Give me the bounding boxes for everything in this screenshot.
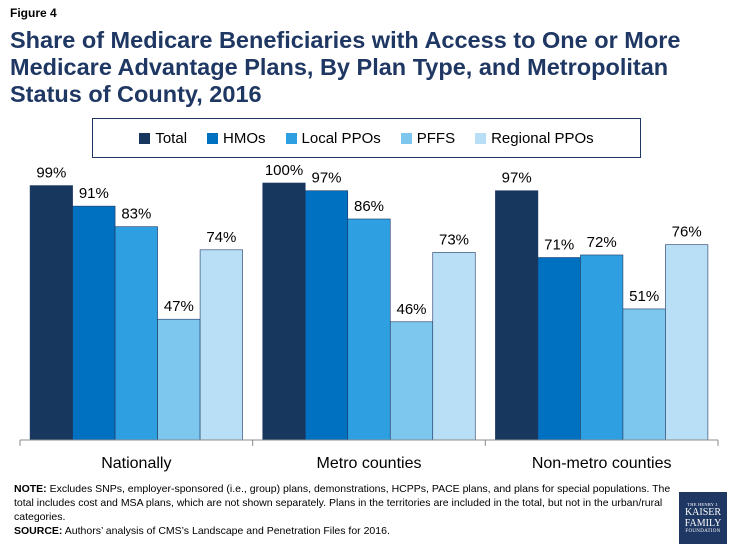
bar-metro-counties-local-ppos	[347, 218, 391, 441]
category-label-metro-counties: Metro counties	[317, 455, 422, 472]
data-label: 73%	[439, 231, 469, 248]
data-label: 76%	[672, 224, 702, 241]
data-label: 99%	[36, 165, 66, 182]
legend-label: Local PPOs	[301, 129, 381, 147]
bar-nationally-hmos	[72, 205, 116, 441]
legend: Total HMOs Local PPOs PFFS Regional PPOs	[92, 118, 641, 158]
data-label: 83%	[121, 206, 151, 223]
category-label-non-metro-counties: Non-metro counties	[532, 455, 672, 472]
data-label: 86%	[354, 198, 384, 215]
bar-metro-counties-pffs	[389, 321, 434, 441]
data-label: 91%	[79, 185, 109, 202]
data-label: 97%	[311, 170, 341, 187]
note-label: NOTE:	[14, 483, 47, 495]
legend-swatch	[139, 132, 151, 144]
legend-label: PFFS	[416, 129, 456, 147]
legend-label: Total	[155, 129, 188, 147]
legend-item-pffs: PFFS	[400, 129, 456, 147]
chart-title: Share of Medicare Beneficiaries with Acc…	[10, 27, 681, 107]
data-label: 74%	[206, 229, 236, 246]
logo-line-4: FOUNDATION	[685, 529, 721, 534]
legend-swatch	[207, 132, 219, 144]
bar-chart: 99% 91% 83% 47% 74% Nationally 100% 97% 86% 46% 73…	[19, 162, 719, 472]
legend-item-local-ppos: Local PPOs	[285, 129, 381, 147]
legend-swatch	[285, 132, 297, 144]
source-paragraph: SOURCE: Authors’ analysis of CMS’s Lands…	[14, 524, 674, 538]
bar-metro-counties-total	[262, 182, 306, 441]
data-label: 72%	[587, 234, 617, 251]
figure-label: Figure 4	[10, 6, 57, 20]
bar-nationally-local-ppos	[114, 226, 158, 441]
logo-line-3: FAMILY	[684, 518, 722, 529]
bar-non-metro-counties-local-ppos	[580, 254, 624, 441]
bar-metro-counties-hmos	[304, 190, 349, 441]
kaiser-logo: THE HENRY J. KAISER FAMILY FOUNDATION	[679, 492, 727, 544]
bar-non-metro-counties-total	[495, 190, 539, 441]
bar-nationally-pffs	[157, 318, 201, 441]
bar-metro-counties-regional-ppos	[432, 252, 476, 441]
data-label: 97%	[502, 170, 532, 187]
bar-non-metro-counties-hmos	[537, 257, 581, 441]
logo-line-2: KAISER	[684, 507, 722, 518]
logo-line-1: THE HENRY J.	[687, 502, 719, 507]
data-label: 71%	[544, 237, 574, 254]
data-label: 51%	[629, 288, 659, 305]
legend-swatch	[400, 132, 412, 144]
bar-non-metro-counties-regional-ppos	[665, 244, 709, 441]
source-label: SOURCE:	[14, 525, 63, 537]
notes: NOTE: Excludes SNPs, employer-sponsored …	[14, 482, 674, 538]
legend-item-regional-ppos: Regional PPOs	[475, 130, 594, 147]
legend-item-total: Total	[139, 130, 187, 147]
bar-nationally-regional-ppos	[199, 249, 243, 441]
source-text: Authors’ analysis of CMS’s Landscape and…	[62, 525, 390, 537]
category-label-nationally: Nationally	[101, 455, 171, 472]
legend-swatch	[475, 132, 487, 144]
legend-label: Regional PPOs	[491, 129, 594, 147]
data-label: 47%	[164, 298, 194, 315]
note-text: Excludes SNPs, employer-sponsored (i.e.,…	[14, 483, 671, 523]
legend-item-hmos: HMOs	[207, 130, 266, 147]
bar-nationally-total	[29, 185, 73, 441]
note-paragraph: NOTE: Excludes SNPs, employer-sponsored …	[14, 482, 674, 524]
bar-non-metro-counties-pffs	[622, 308, 666, 441]
legend-label: HMOs	[223, 129, 266, 147]
data-label: 46%	[396, 301, 426, 318]
data-label: 100%	[265, 162, 303, 179]
